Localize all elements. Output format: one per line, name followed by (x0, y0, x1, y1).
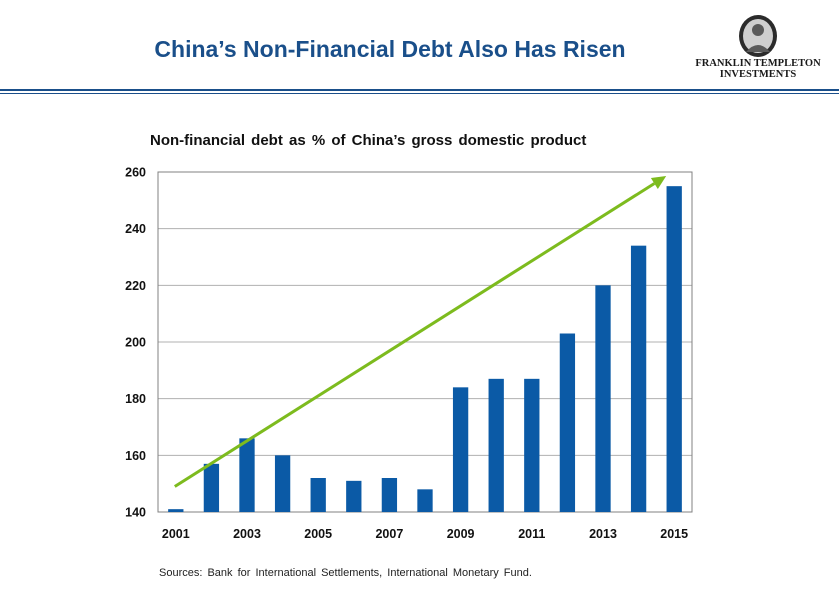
bar-2007 (381, 478, 398, 512)
bar-2004 (274, 455, 291, 512)
bar-2008 (417, 489, 433, 512)
bars (168, 186, 682, 512)
bar-2006 (346, 480, 362, 512)
bar-2001 (168, 509, 184, 512)
y-tick-label: 220 (125, 279, 146, 293)
bar-2011 (524, 378, 540, 512)
grid-lines (158, 171, 692, 513)
sources-note: Sources: Bank for International Settleme… (159, 567, 532, 579)
trend-arrow-head (650, 176, 667, 189)
y-tick-label: 140 (125, 506, 146, 520)
x-tick-label: 2013 (589, 527, 617, 541)
logo-line-2: INVESTMENTS (719, 69, 797, 80)
y-tick-label: 160 (125, 449, 146, 463)
trend-arrow-line (173, 182, 656, 488)
x-tick-label: 2005 (304, 527, 332, 541)
y-tick-label: 260 (125, 166, 146, 180)
header-rule-thin (0, 93, 839, 94)
bar-2012 (559, 333, 576, 512)
x-tick-label: 2015 (660, 527, 688, 541)
x-tick-label: 2007 (375, 527, 403, 541)
x-tick-label: 2001 (162, 527, 190, 541)
x-tick-label: 2011 (518, 527, 545, 541)
x-axis-ticks: 2001 2003 2005 2007 2009 2011 2013 2015 (162, 527, 688, 541)
portrait-seal-icon (739, 15, 777, 57)
chart-title: Non-financial debt as % of China’s gross… (150, 132, 587, 149)
bar-2015 (666, 186, 682, 512)
slide-title: China’s Non-Financial Debt Also Has Rise… (154, 36, 626, 62)
y-tick-label: 200 (125, 336, 146, 350)
bar-2013 (595, 285, 611, 512)
header-rule (0, 89, 839, 91)
bar-2002 (203, 463, 220, 512)
x-tick-label: 2009 (447, 527, 475, 541)
bar-2005 (310, 478, 326, 512)
bar-2010 (488, 378, 504, 512)
franklin-templeton-logo: FRANKLIN TEMPLETON INVESTMENTS (688, 14, 828, 80)
bar-2003 (239, 438, 255, 512)
bar-2014 (630, 245, 647, 512)
y-axis-ticks: 140 160 180 200 220 240 260 (125, 166, 146, 520)
x-tick-label: 2003 (233, 527, 261, 541)
y-tick-label: 240 (125, 222, 146, 236)
bar-2009 (452, 387, 469, 512)
logo-line-1: FRANKLIN TEMPLETON (695, 58, 821, 69)
trend-arrow (173, 176, 667, 488)
y-tick-label: 180 (125, 392, 146, 406)
